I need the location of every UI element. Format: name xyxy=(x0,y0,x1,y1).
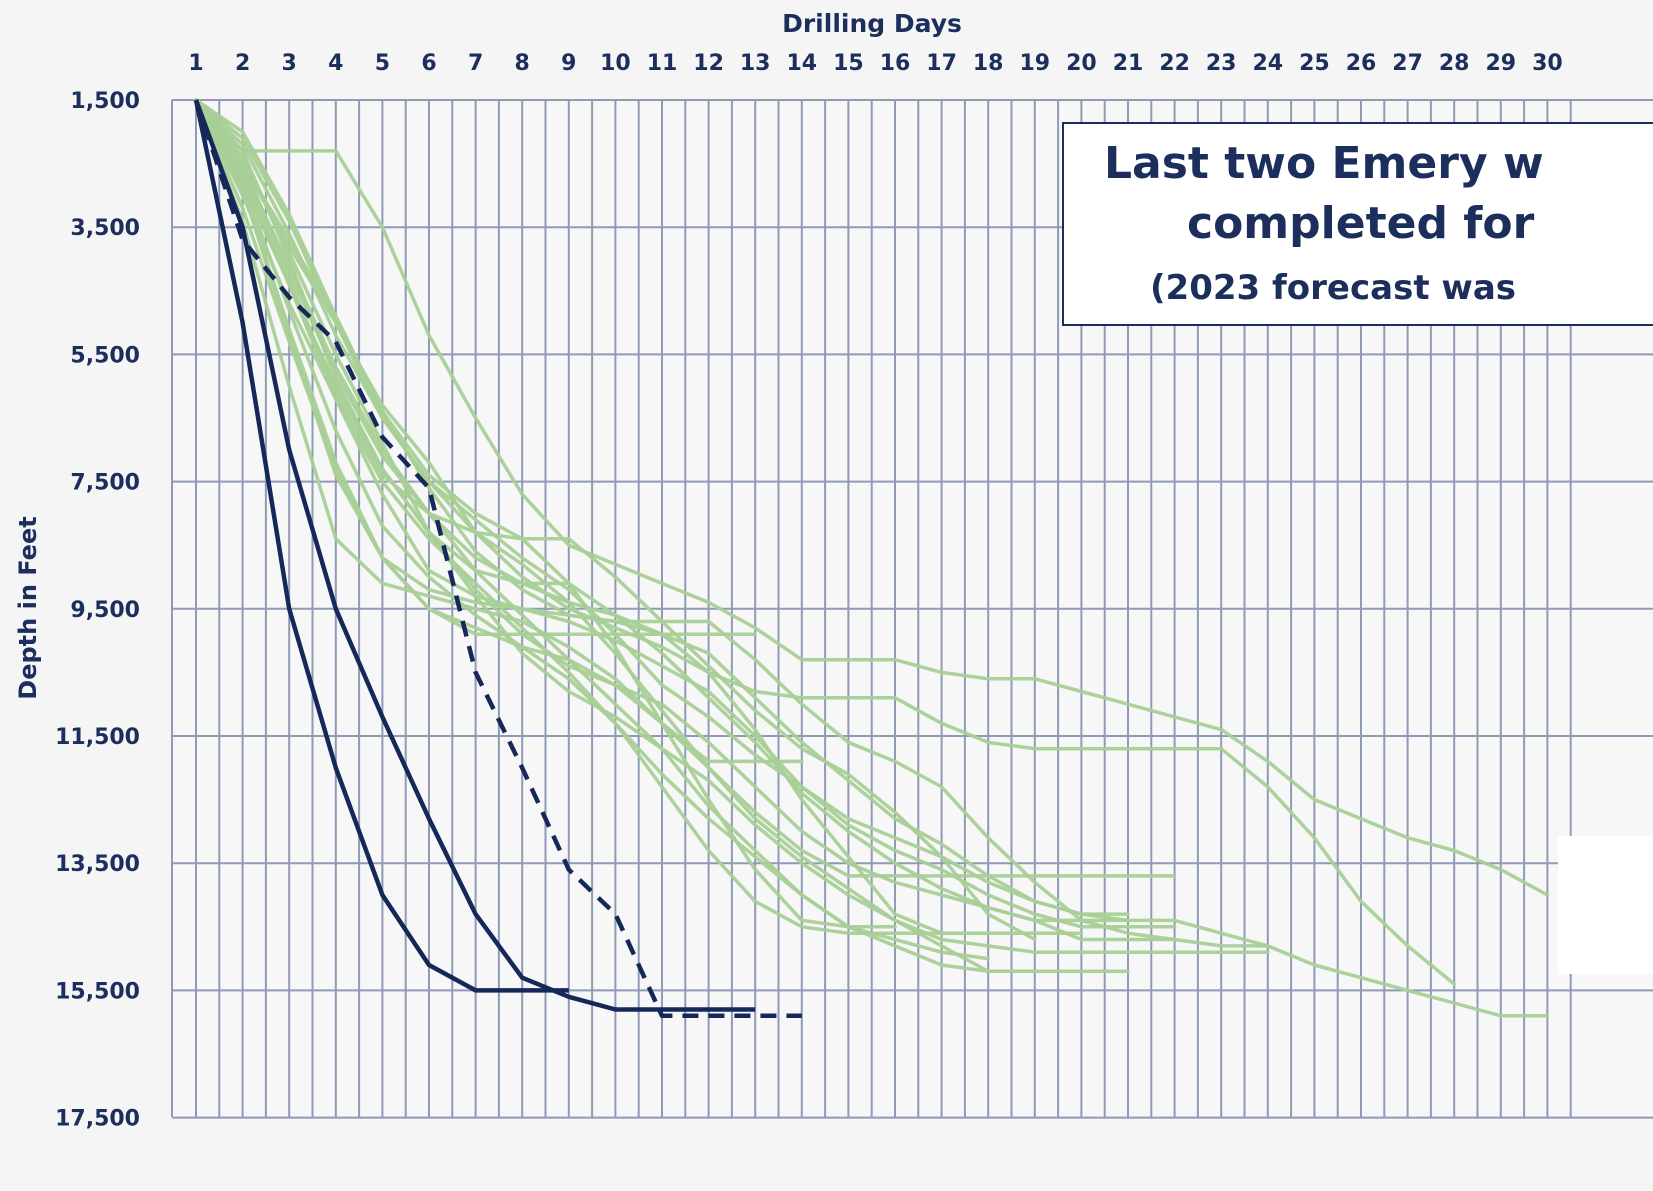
x-tick-label: 28 xyxy=(1439,51,1470,76)
x-tick-label: 6 xyxy=(421,51,436,76)
x-tick-label: 7 xyxy=(468,51,483,76)
x-tick-label: 26 xyxy=(1346,51,1377,76)
offset-well-line xyxy=(194,98,1037,942)
annotation-line-1: Last two Emery w xyxy=(1104,138,1544,189)
x-tick-label: 5 xyxy=(375,51,390,76)
y-tick-labels: 1,500 3,500 5,500 7,500 9,500 11,500 13,500 15,… xyxy=(55,89,140,1132)
annotation-line-3: (2023 forecast was xyxy=(1150,268,1516,308)
offset-well-line xyxy=(194,98,1177,878)
annotation-line-2: completed for xyxy=(1187,198,1535,249)
offset-well-line xyxy=(194,98,1130,923)
y-tick-label: 5,500 xyxy=(70,343,140,368)
y-tick-label: 15,500 xyxy=(55,979,140,1004)
recent-wells-series-group xyxy=(193,99,802,1019)
x-tick-label: 2 xyxy=(235,51,250,76)
recent-well-line xyxy=(193,99,756,1012)
y-tick-label: 13,500 xyxy=(55,852,140,877)
recent-well-line xyxy=(193,99,569,993)
partial-legend-box xyxy=(1558,836,1653,974)
x-tick-label: 13 xyxy=(740,51,771,76)
x-tick-label: 1 xyxy=(188,51,203,76)
x-tick-label: 25 xyxy=(1299,51,1330,76)
x-tick-label: 15 xyxy=(833,51,864,76)
x-tick-label: 22 xyxy=(1159,51,1190,76)
y-tick-label: 11,500 xyxy=(55,725,140,750)
offset-wells-series-group xyxy=(194,98,1550,1018)
offset-well-line xyxy=(194,98,897,929)
offset-well-line xyxy=(194,98,757,636)
y-tick-label: 17,500 xyxy=(55,1107,140,1132)
x-tick-label: 3 xyxy=(282,51,297,76)
x-tick-label: 27 xyxy=(1392,51,1423,76)
offset-well-line xyxy=(194,98,1550,897)
x-tick-labels: 1 2 3 4 5 6 7 8 9 10 11 12 13 14 15 16 17 18 19 20 21 22 23 24 2… xyxy=(188,51,1562,76)
x-tick-label: 23 xyxy=(1206,51,1237,76)
x-tick-label: 4 xyxy=(328,51,343,76)
x-tick-label: 21 xyxy=(1113,51,1144,76)
x-tick-label: 30 xyxy=(1532,51,1563,76)
offset-well-line xyxy=(194,98,804,764)
x-tick-label: 16 xyxy=(880,51,911,76)
x-tick-label: 29 xyxy=(1485,51,1516,76)
offset-well-line xyxy=(194,98,990,961)
x-axis-label: Drilling Days xyxy=(782,9,962,38)
y-axis-label: Depth in Feet xyxy=(14,516,42,699)
offset-well-line xyxy=(194,98,1456,986)
x-tick-label: 12 xyxy=(693,51,724,76)
x-tick-label: 8 xyxy=(515,51,530,76)
x-tick-label: 20 xyxy=(1066,51,1097,76)
x-tick-label: 11 xyxy=(647,51,678,76)
x-tick-label: 17 xyxy=(926,51,957,76)
x-tick-label: 24 xyxy=(1252,51,1283,76)
x-tick-label: 19 xyxy=(1019,51,1050,76)
recent-well-line-dashed xyxy=(193,99,802,1019)
y-tick-label: 1,500 xyxy=(70,89,140,114)
x-tick-label: 10 xyxy=(600,51,631,76)
y-tick-label: 9,500 xyxy=(70,598,140,623)
x-tick-label: 9 xyxy=(561,51,576,76)
y-tick-label: 7,500 xyxy=(70,471,140,496)
offset-well-line xyxy=(194,98,1037,974)
annotation-box: Last two Emery w completed for (2023 for… xyxy=(1062,122,1653,326)
y-tick-label: 3,500 xyxy=(70,216,140,241)
offset-well-line xyxy=(194,98,1177,929)
offset-well-line xyxy=(194,98,1130,974)
x-tick-label: 18 xyxy=(973,51,1004,76)
x-tick-label: 14 xyxy=(786,51,817,76)
